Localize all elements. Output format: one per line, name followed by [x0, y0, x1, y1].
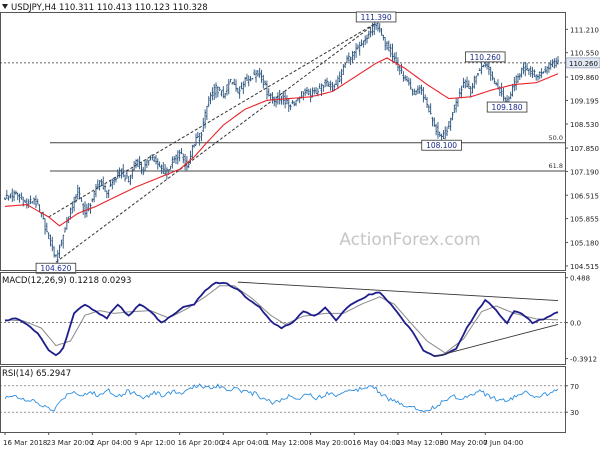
price-annotation-label: 108.100	[426, 141, 457, 150]
macd-y-tick-label: 0.0	[570, 320, 581, 328]
rsi-label: RSI(14) 65.2947	[2, 369, 72, 379]
rsi-y-tick-label: 30	[570, 409, 579, 417]
moving-average-line	[4, 57, 559, 227]
macd-header: MACD(12,26,9) 0.1218 0.0293	[2, 276, 131, 286]
main-y-tick-label: 108.530	[570, 121, 599, 129]
channel-line	[48, 22, 377, 218]
symbol-label: USDJPY,H4	[11, 3, 57, 13]
time-tick-label: 23 May 12:00	[396, 439, 444, 447]
dropdown-triangle-icon	[2, 4, 8, 9]
macd-panel: 0.488 0.0 -0.3912	[0, 272, 597, 365]
rsi-panel: 70 30	[0, 366, 579, 433]
time-axis: 16 Mar 2018 23 Mar 20:002 Apr 04:00 9 Apr …	[3, 432, 523, 447]
time-tick-label: 16 Mar 2018	[3, 439, 47, 447]
rsi-y-tick-label: 70	[570, 383, 579, 391]
main-y-tick-label: 110.550	[570, 50, 599, 58]
fib-level-label: 61.8	[549, 162, 563, 170]
price-annotation-box	[486, 101, 528, 113]
time-tick-label: 2 Apr 04:00	[90, 439, 131, 447]
time-tick-label: 16 May 04:00	[352, 439, 400, 447]
main-panel-frame	[0, 12, 566, 271]
main-y-tick-label: 107.850	[570, 145, 599, 153]
main-y-tick-label: 111.210	[570, 26, 599, 34]
symbol-header: USDJPY,H4 110.311 110.413 110.123 110.32…	[2, 3, 208, 13]
macd-y-tick-label: -0.3912	[570, 356, 597, 364]
time-tick-label: 1 May 12:00	[265, 439, 309, 447]
macd-y-tick-label: 0.488	[570, 275, 590, 283]
price-annotation-label: 111.390	[361, 13, 392, 22]
main-price-panel: ActionForex.com 50.0 61.8 111.390 110.260 109…	[0, 11, 600, 274]
rsi-header: RSI(14) 65.2947	[2, 369, 71, 379]
price-annotation-label: 110.260	[470, 53, 501, 62]
price-annotation-box	[421, 139, 462, 151]
time-tick-label: 7 Jun 04:00	[483, 439, 523, 447]
macd-label: MACD(12,26,9) 0.1218 0.0293	[2, 276, 132, 286]
main-y-tick-label: 106.515	[570, 192, 599, 200]
time-tick-label: 23 Mar 20:00	[47, 439, 94, 447]
time-tick-label: 30 May 20:00	[440, 439, 488, 447]
price-annotation-label: 104.620	[40, 264, 71, 273]
macd-trendline	[237, 281, 559, 301]
time-tick-label: 16 Apr 20:00	[178, 439, 224, 447]
time-tick-label: 8 May 20:00	[309, 439, 353, 447]
main-y-tick-label: 104.515	[570, 263, 599, 271]
price-annotation-label: 109.180	[492, 103, 523, 112]
macd-panel-frame	[0, 272, 566, 365]
main-y-tick-label: 109.195	[570, 98, 599, 106]
macd-line	[4, 281, 559, 358]
main-y-tick-label: 105.855	[570, 216, 599, 224]
ohlc-values: 110.311 110.413 110.123 110.328	[59, 3, 208, 13]
watermark: ActionForex.com	[339, 230, 480, 250]
last-price-label: 110.260	[569, 60, 598, 68]
rsi-panel-frame	[0, 366, 566, 433]
price-annotation-box	[355, 11, 397, 23]
main-y-tick-label: 107.190	[570, 168, 599, 176]
price-annotation-box	[464, 51, 506, 63]
last-price-tag	[565, 57, 600, 69]
price-annotation-box	[35, 262, 77, 274]
rsi-line	[4, 383, 559, 413]
main-y-tick-label: 109.860	[570, 74, 599, 82]
time-tick-label: 9 Apr 12:00	[134, 439, 175, 447]
macd-trendline	[434, 324, 559, 358]
fib-level-label: 50.0	[549, 134, 563, 142]
channel-line	[55, 22, 377, 263]
time-tick-label: 24 Apr 04:00	[221, 439, 267, 447]
main-y-tick-label: 105.180	[570, 239, 599, 247]
candles-group	[4, 18, 559, 264]
